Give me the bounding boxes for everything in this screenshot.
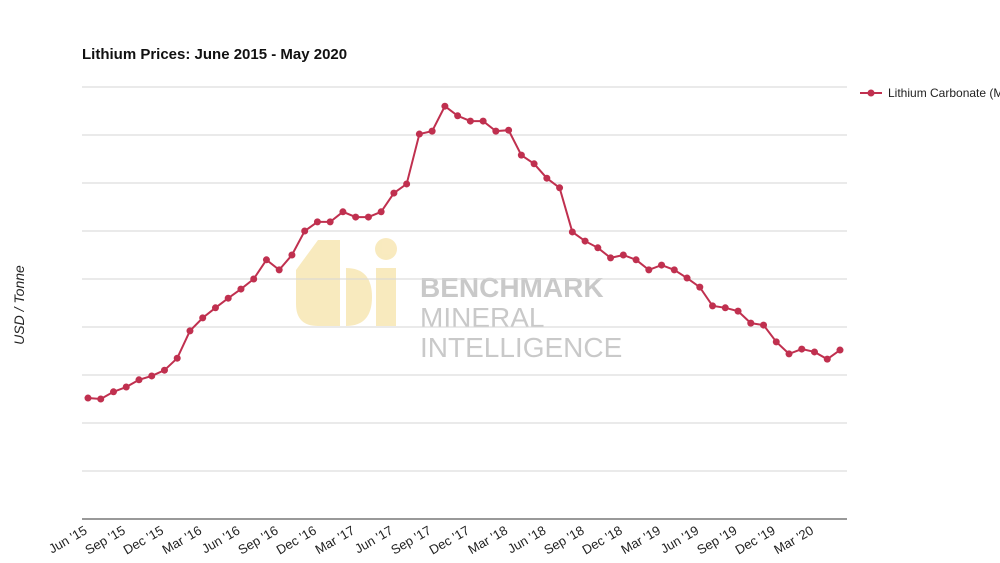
point [326,218,334,226]
point [415,130,423,138]
point [798,345,806,353]
x-tick-label: Mar '20 [771,523,816,557]
y-axis-label: USD / Tonne [11,265,27,345]
x-tick-label: Sep '17 [388,523,433,558]
point [364,213,372,221]
watermark-text: BENCHMARK [420,272,604,303]
point [250,275,258,283]
point [734,307,742,315]
x-tick-label: Sep '16 [235,523,280,558]
point [466,117,474,125]
point [262,256,270,264]
x-tick-label: Mar '16 [160,523,205,557]
x-tick-label: Dec '16 [274,523,319,558]
watermark-text: INTELLIGENCE [420,332,622,363]
x-tick-label: Sep '15 [82,523,127,558]
point [543,174,551,182]
point [670,266,678,274]
x-tick-label: Jun '19 [658,523,701,557]
point [224,294,232,302]
x-tick-label: Sep '18 [541,523,586,558]
point [122,383,130,391]
point [607,254,615,262]
point [785,350,793,358]
point [556,184,564,192]
x-tick-label: Mar '17 [312,523,357,557]
point [237,285,245,293]
point [109,388,117,396]
point [696,283,704,291]
watermark-logo [296,238,397,326]
x-tick-label: Dec '17 [427,523,472,558]
x-tick-label: Dec '15 [121,523,166,558]
point [428,127,436,135]
point [632,256,640,264]
point [760,321,768,329]
point [709,302,717,310]
point [836,346,844,354]
point [97,395,105,403]
point [581,237,589,245]
point [441,102,449,110]
point [135,376,143,384]
point [568,228,576,236]
point [811,348,819,356]
x-tick-label: Mar '18 [465,523,510,557]
point [683,274,691,282]
point [339,208,347,216]
x-tick-label: Jun '18 [505,523,548,557]
point [619,251,627,259]
point [594,244,602,252]
point [454,112,462,120]
point [772,338,780,346]
point [747,319,755,327]
point [645,266,653,274]
point [658,261,666,269]
legend-marker [867,89,875,97]
point [84,394,92,402]
point [186,327,194,335]
point [313,218,321,226]
x-tick-label: Dec '19 [732,523,777,558]
chart-title: Lithium Prices: June 2015 - May 2020 [82,46,347,63]
point [479,117,487,125]
point [505,126,513,134]
point [352,213,360,221]
point [390,189,398,197]
x-tick-label: Mar '19 [618,523,663,557]
x-tick-label: Jun '17 [352,523,395,557]
x-tick-label: Jun '16 [199,523,242,557]
point [403,180,411,188]
point [823,355,831,363]
legend-label: Lithium Carbonate (M [888,86,1000,100]
x-tick-label: Jun '15 [46,523,89,557]
point [377,208,385,216]
point [721,304,729,312]
x-tick-label: Sep '19 [694,523,739,558]
point [288,251,296,259]
point [517,151,525,159]
point [530,160,538,168]
point [173,354,181,362]
point [148,372,156,380]
watermark-text: MINERAL [420,302,544,333]
x-tick-label: Dec '18 [580,523,625,558]
point [199,314,207,322]
point [301,227,309,235]
point [275,266,283,274]
point [492,127,500,135]
point [211,304,219,312]
point [160,366,168,374]
